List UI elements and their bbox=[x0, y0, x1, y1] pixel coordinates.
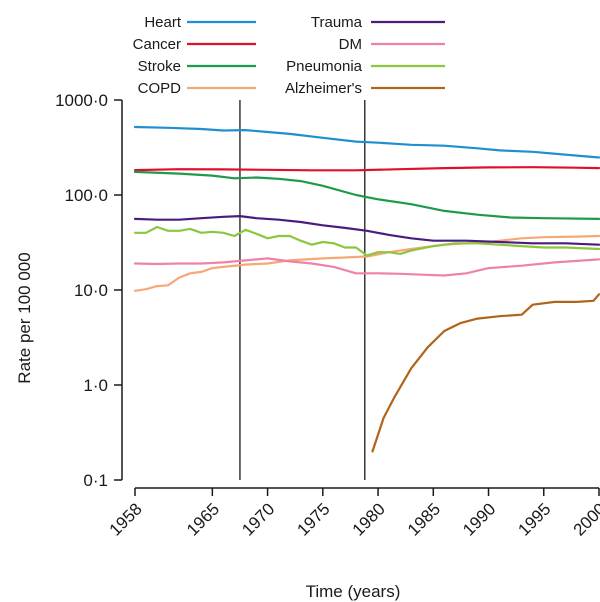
series-line-stroke bbox=[133, 170, 600, 220]
legend-label-cancer: Cancer bbox=[133, 36, 181, 53]
y-tick-label: 0·1 bbox=[83, 471, 108, 490]
x-axis-title: Time (years) bbox=[306, 582, 401, 601]
series-lines bbox=[133, 125, 600, 453]
series-line-heart bbox=[133, 125, 600, 159]
x-tick-label: 2000 bbox=[570, 499, 600, 539]
legend-label-heart: Heart bbox=[144, 14, 182, 31]
legend-label-pneumonia: Pneumonia bbox=[286, 58, 363, 75]
x-tick-label: 1995 bbox=[514, 499, 554, 539]
y-tick-label: 1000·0 bbox=[55, 91, 108, 110]
x-tick-label: 1975 bbox=[293, 499, 333, 539]
vertical-markers bbox=[239, 100, 366, 480]
y-axis-title: Rate per 100 000 bbox=[15, 252, 34, 383]
x-tick-label: 1965 bbox=[183, 499, 223, 539]
series-line-trauma bbox=[133, 215, 600, 246]
series-line-cancer bbox=[133, 166, 600, 172]
legend-label-copd: COPD bbox=[138, 80, 182, 97]
y-tick-label: 10·0 bbox=[74, 281, 108, 300]
series-line-pneumonia bbox=[133, 225, 600, 257]
y-tick-label: 100·0 bbox=[65, 186, 108, 205]
x-tick-label: 1980 bbox=[349, 499, 389, 539]
x-tick-label: 1990 bbox=[459, 499, 499, 539]
x-tick-label: 1958 bbox=[106, 499, 146, 539]
x-tick-label: 1970 bbox=[238, 499, 278, 539]
series-line-dm bbox=[133, 257, 600, 277]
legend-label-stroke: Stroke bbox=[138, 58, 181, 75]
legend-label-trauma: Trauma bbox=[311, 14, 363, 31]
y-tick-label: 1·0 bbox=[83, 376, 108, 395]
legend-label-dm: DM bbox=[339, 36, 362, 53]
x-tick-label: 1985 bbox=[404, 499, 444, 539]
series-line-alzheimer-s bbox=[371, 293, 600, 453]
legend-label-alzheimer-s: Alzheimer's bbox=[285, 80, 362, 97]
legend: Heart Cancer Stroke COPD Trauma DM Pneumonia Al… bbox=[133, 14, 445, 97]
